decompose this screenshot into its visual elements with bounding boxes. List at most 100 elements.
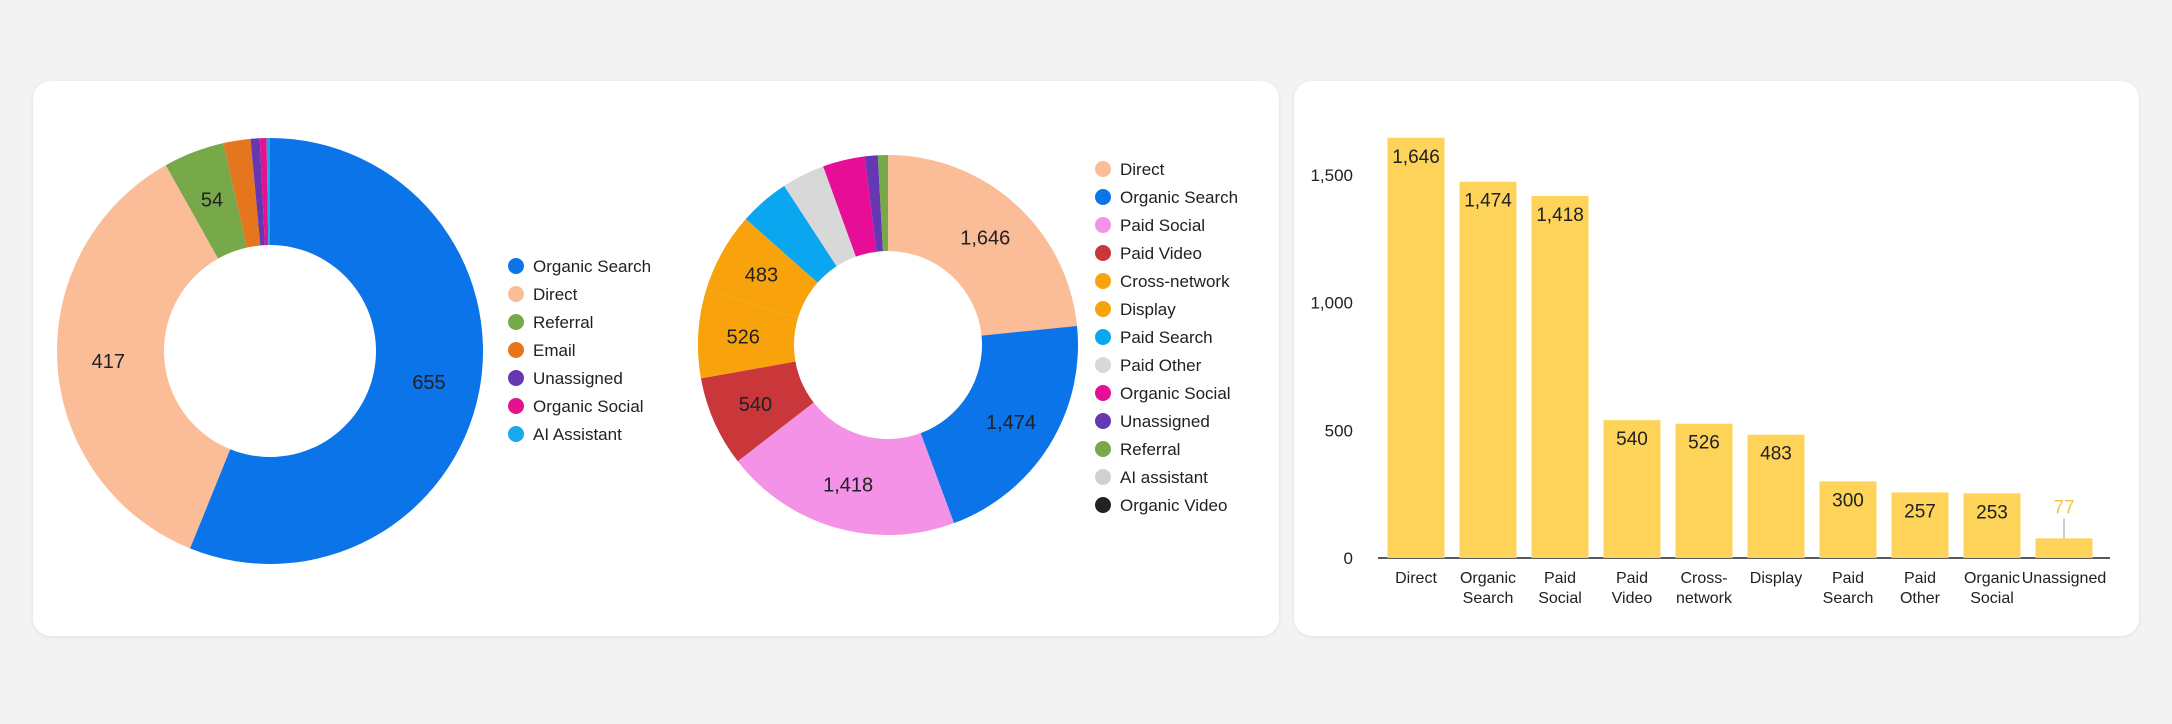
donut1-slice-unassigned bbox=[250, 138, 265, 246]
donut2-legend-label-direct: Direct bbox=[1120, 160, 1165, 179]
donut2-data-label-cross-network: 526 bbox=[727, 327, 760, 349]
donut2-legend-label-organic-video: Organic Video bbox=[1120, 496, 1227, 515]
bar-paid-search bbox=[1819, 481, 1877, 558]
donut2-slice-paid-other bbox=[784, 166, 856, 267]
bar-x-tick-label-direct-line-1: Direct bbox=[1395, 570, 1437, 587]
bar-x-tick-label-paid-social-line-1: Paid bbox=[1544, 570, 1576, 587]
bar-direct bbox=[1387, 137, 1445, 558]
bar-x-tick-label-cross-network-line-2: network bbox=[1676, 590, 1733, 607]
bar-x-tick-label-organic-search-line-2: Search bbox=[1463, 590, 1514, 607]
bar-x-tick-label-paid-other-line-1: Paid bbox=[1904, 570, 1936, 587]
bar-x-tick-label-cross-network-line-1: Cross- bbox=[1680, 570, 1727, 587]
bar-data-label-paid-social: 1,418 bbox=[1536, 205, 1584, 226]
donut2-legend-label-display: Display bbox=[1120, 300, 1176, 319]
donut2-legend-label-organic-social: Organic Social bbox=[1120, 384, 1231, 403]
donut2-legend-swatch-paid-other bbox=[1095, 357, 1111, 373]
donut1-legend-swatch-unassigned bbox=[508, 370, 524, 386]
donut2-legend-swatch-paid-social bbox=[1095, 217, 1111, 233]
donut2-legend-label-ai-assistant: AI assistant bbox=[1120, 468, 1208, 487]
bar-data-label-unassigned: 77 bbox=[2053, 497, 2074, 518]
donut1-legend-swatch-referral bbox=[508, 314, 524, 330]
donut2-legend-label-unassigned: Unassigned bbox=[1120, 412, 1210, 431]
donut1-slice-email bbox=[223, 138, 261, 248]
bar-unassigned bbox=[2035, 538, 2093, 558]
donut2-legend-swatch-organic-search bbox=[1095, 189, 1111, 205]
bar-y-tick-label-0: 0 bbox=[1344, 549, 1353, 568]
donut2-legend-swatch-paid-search bbox=[1095, 329, 1111, 345]
bar-data-label-display: 483 bbox=[1760, 444, 1792, 465]
donut1-legend-swatch-ai-assistant bbox=[508, 426, 524, 442]
donut1-legend-swatch-organic-social bbox=[508, 398, 524, 414]
donut1-slice-organic-search bbox=[190, 138, 483, 564]
donut1-legend-label-organic-social: Organic Social bbox=[533, 397, 644, 416]
donut2-legend-label-cross-network: Cross-network bbox=[1120, 272, 1230, 291]
donut2-slice-organic-search bbox=[920, 325, 1078, 524]
bar-x-tick-label-organic-social-line-1: Organic bbox=[1964, 570, 2020, 587]
donut2-data-label-paid-social: 1,418 bbox=[823, 474, 873, 496]
bar-x-tick-label-paid-video-line-1: Paid bbox=[1616, 570, 1648, 587]
donut2-legend-swatch-paid-video bbox=[1095, 245, 1111, 261]
donut2-legend-swatch-display bbox=[1095, 301, 1111, 317]
bar-display bbox=[1747, 434, 1805, 558]
bar-y-tick-label-500: 500 bbox=[1325, 421, 1353, 440]
donut2-slice-paid-search bbox=[745, 185, 837, 283]
bar-data-label-paid-search: 300 bbox=[1832, 490, 1864, 511]
bar-paid-other bbox=[1891, 492, 1949, 558]
bar-x-tick-label-paid-other-line-2: Other bbox=[1900, 590, 1941, 607]
donut2-slice-unassigned bbox=[864, 155, 883, 252]
donut2-legend-swatch-direct bbox=[1095, 161, 1111, 177]
bar-y-tick-label-1500: 1,500 bbox=[1310, 166, 1353, 185]
donut1-data-label-direct: 417 bbox=[92, 351, 125, 373]
donut2-slice-referral bbox=[877, 155, 888, 252]
donut2-slice-organic-social bbox=[823, 156, 877, 257]
donut1-legend-label-ai-assistant: AI Assistant bbox=[533, 425, 622, 444]
bar-data-label-paid-video: 540 bbox=[1616, 429, 1648, 450]
bar-data-label-cross-network: 526 bbox=[1688, 433, 1720, 454]
bar-organic-social bbox=[1963, 493, 2021, 558]
bar-organic-search bbox=[1459, 181, 1517, 558]
donut2-legend-swatch-unassigned bbox=[1095, 413, 1111, 429]
donut1-legend-label-unassigned: Unassigned bbox=[533, 369, 623, 388]
donut2-slice-cross-network bbox=[698, 290, 799, 379]
donut2-slice-display bbox=[706, 219, 818, 318]
donut2-legend-label-paid-other: Paid Other bbox=[1120, 356, 1202, 375]
bar-x-tick-label-organic-social-line-2: Social bbox=[1970, 590, 2014, 607]
donut2-legend-label-paid-social: Paid Social bbox=[1120, 216, 1205, 235]
donut1-legend-label-organic-search: Organic Search bbox=[533, 257, 651, 276]
bar-data-label-organic-search: 1,474 bbox=[1464, 191, 1512, 212]
donut2-data-label-direct: 1,646 bbox=[960, 227, 1010, 249]
bar-x-tick-label-paid-search-line-1: Paid bbox=[1832, 570, 1864, 587]
bar-data-label-direct: 1,646 bbox=[1392, 147, 1440, 168]
donut1-legend-label-referral: Referral bbox=[533, 313, 593, 332]
donut2-legend-swatch-cross-network bbox=[1095, 273, 1111, 289]
donut2-slice-paid-video bbox=[700, 361, 814, 462]
donut1-legend-swatch-direct bbox=[508, 286, 524, 302]
donut1-legend-swatch-email bbox=[508, 342, 524, 358]
bar-y-tick-label-1000: 1,000 bbox=[1310, 294, 1353, 313]
bar-paid-social bbox=[1531, 195, 1589, 559]
donut2-legend-swatch-ai-assistant bbox=[1095, 469, 1111, 485]
donut1-slice-referral bbox=[165, 143, 247, 259]
bar-x-tick-label-paid-social-line-2: Social bbox=[1538, 590, 1582, 607]
bar-cross-network bbox=[1675, 423, 1733, 558]
bar-x-tick-label-display-line-1: Display bbox=[1750, 570, 1802, 587]
bar-x-tick-label-paid-search-line-2: Search bbox=[1823, 590, 1874, 607]
bar-paid-video bbox=[1603, 420, 1661, 558]
donut2-slice-direct bbox=[888, 155, 1078, 336]
donut2-legend-label-referral: Referral bbox=[1120, 440, 1180, 459]
donut2-legend-swatch-referral bbox=[1095, 441, 1111, 457]
bar-x-tick-label-paid-video-line-2: Video bbox=[1612, 590, 1653, 607]
donut1-slice-ai-assistant bbox=[266, 138, 270, 246]
donut2-data-label-display: 483 bbox=[745, 264, 778, 286]
donut2-slice-paid-social bbox=[737, 402, 954, 536]
donut1-legend-label-direct: Direct bbox=[533, 285, 578, 304]
donut1-slice-direct bbox=[57, 165, 231, 549]
bar-x-tick-label-organic-search-line-1: Organic bbox=[1460, 570, 1516, 587]
donut2-legend-label-paid-video: Paid Video bbox=[1120, 244, 1202, 263]
donut1-legend-swatch-organic-search bbox=[508, 258, 524, 274]
donut2-legend-swatch-organic-social bbox=[1095, 385, 1111, 401]
donut1-data-label-organic-search: 655 bbox=[412, 372, 445, 394]
